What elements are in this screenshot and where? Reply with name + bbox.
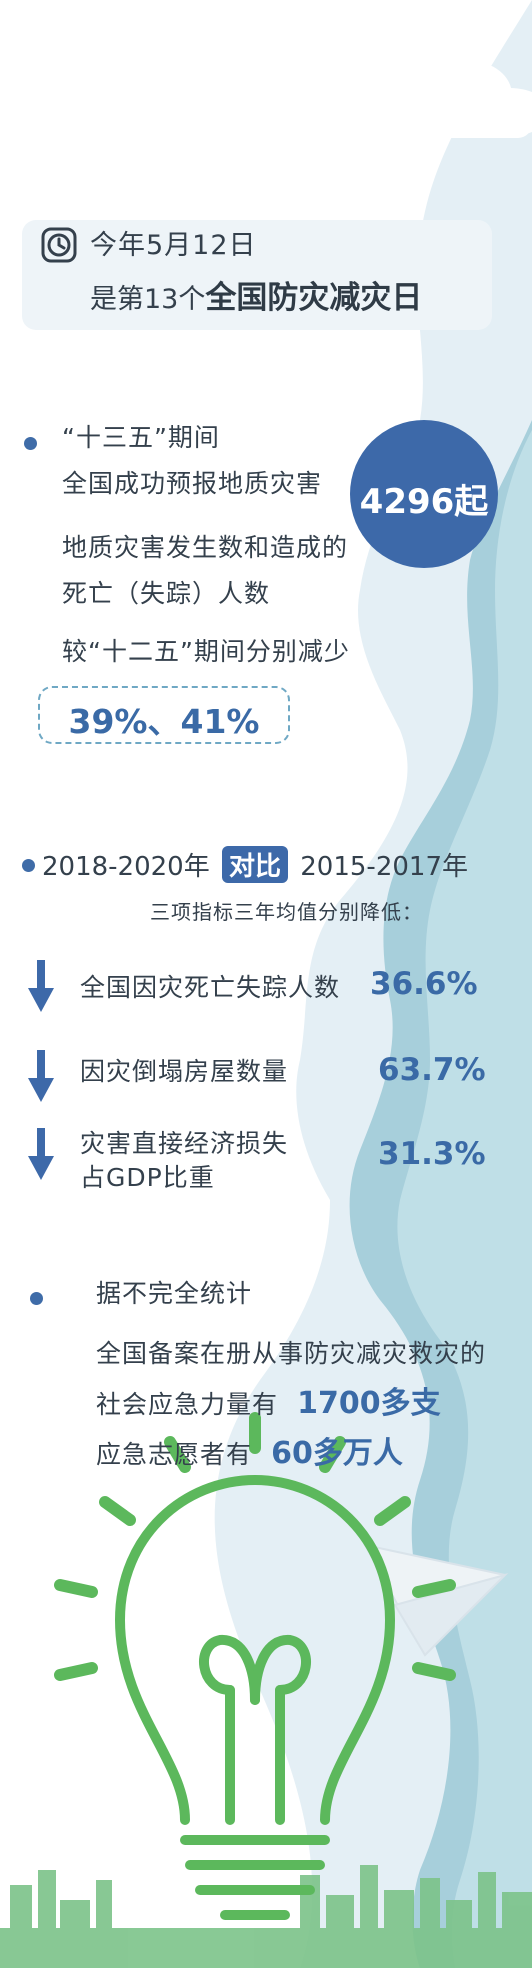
down-arrow-icon bbox=[28, 1128, 54, 1180]
city-skyline bbox=[0, 1865, 532, 1968]
forecast-count-value: 4296起 bbox=[359, 482, 489, 522]
header-prefix: 是第13个 bbox=[90, 284, 206, 315]
s1-line1: “十三五”期间 bbox=[62, 423, 220, 452]
bullet-dot bbox=[24, 437, 37, 450]
s1-line2: 全国成功预报地质灾害 bbox=[62, 469, 323, 498]
s2-item3-label-2: 占GDP比重 bbox=[80, 1163, 215, 1192]
comparison-line: 2018-2020年 对比 2015-2017年 bbox=[42, 846, 468, 883]
s2-item3-value: 31.3% bbox=[378, 1136, 486, 1172]
percentages-box: 39%、41% bbox=[38, 686, 290, 744]
percentages-value: 39%、41% bbox=[68, 702, 260, 741]
s1-line4: 死亡（失踪）人数 bbox=[62, 579, 271, 608]
clock-icon bbox=[40, 226, 78, 264]
header-date: 今年5月12日 bbox=[90, 230, 257, 261]
s3-line2-value: 1700多支 bbox=[297, 1386, 441, 1421]
s3-line1: 全国备案在册从事防灾减灾救灾的 bbox=[96, 1339, 487, 1368]
s3-line3-prefix: 应急志愿者有 bbox=[96, 1440, 253, 1469]
header-highlight: 全国防灾减灾日 bbox=[205, 280, 423, 316]
wave-band-inner bbox=[397, 430, 532, 1968]
down-arrow-icon bbox=[28, 960, 54, 1012]
s1-line5: 较“十二五”期间分别减少 bbox=[62, 637, 350, 666]
forecast-count-circle: 4296起 bbox=[350, 420, 498, 568]
cloud-shape bbox=[360, 61, 532, 138]
bullet-dot bbox=[30, 1292, 43, 1305]
s2-item2-value: 63.7% bbox=[378, 1052, 486, 1088]
s2-subtitle: 三项指标三年均值分别降低： bbox=[150, 900, 423, 924]
s2-item3-label-1: 灾害直接经济损失 bbox=[80, 1129, 289, 1158]
year-range-a: 2018-2020年 bbox=[42, 852, 210, 882]
light-bulb bbox=[114, 1474, 396, 1920]
s1-line3: 地质灾害发生数和造成的 bbox=[62, 533, 349, 562]
bulb-rays bbox=[54, 1412, 456, 1681]
header-box bbox=[22, 220, 492, 330]
bullet-dot bbox=[22, 859, 35, 872]
paper-plane-shape bbox=[363, 1543, 509, 1657]
down-arrow-icon bbox=[28, 1050, 54, 1102]
s2-item1-value: 36.6% bbox=[370, 966, 478, 1002]
s3-line2: 社会应急力量有 1700多支 bbox=[96, 1378, 441, 1423]
s3-line3: 应急志愿者有 60多万人 bbox=[96, 1428, 403, 1473]
s3-line3-value: 60多万人 bbox=[271, 1436, 403, 1471]
header-day-line: 是第13个全国防灾减灾日 bbox=[90, 272, 422, 317]
s3-line2-prefix: 社会应急力量有 bbox=[96, 1390, 279, 1419]
s2-item2-label: 因灾倒塌房屋数量 bbox=[80, 1057, 289, 1086]
compare-badge: 对比 bbox=[221, 846, 288, 883]
year-range-b: 2015-2017年 bbox=[300, 852, 468, 882]
s2-item1-label: 全国因灾死亡失踪人数 bbox=[80, 973, 341, 1002]
s3-title: 据不完全统计 bbox=[96, 1279, 253, 1308]
